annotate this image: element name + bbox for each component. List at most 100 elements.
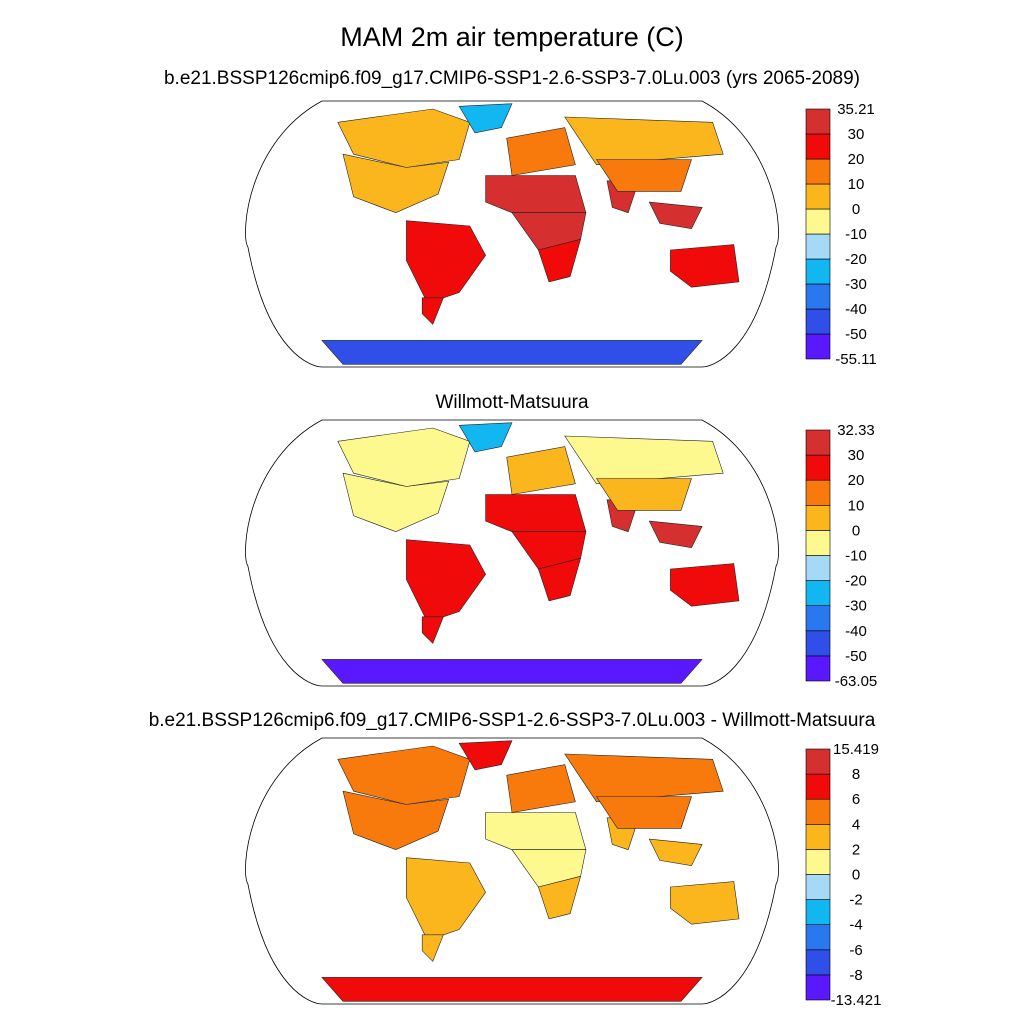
land-region-south-africa: [538, 557, 582, 602]
colorbar-tick-label: 8: [852, 766, 860, 783]
colorbar-tick-label: 4: [852, 816, 860, 833]
map-land: [321, 103, 740, 365]
colorbar-tick-label: -30: [845, 598, 867, 615]
map-land: [321, 740, 740, 1002]
land-region-china: [595, 478, 692, 511]
colorbar-swatch: [805, 208, 831, 235]
colorbar-tick-label: -20: [845, 573, 867, 590]
map-panel-2: [245, 419, 779, 687]
land-region-patagonia: [421, 297, 444, 325]
colorbar-tick-label: 2: [852, 841, 860, 858]
land-region-south-africa: [538, 238, 582, 283]
land-region-greenland: [458, 740, 513, 771]
land-region-china: [595, 796, 692, 829]
colorbar-tick-label: 35.21: [837, 101, 875, 118]
colorbar-swatch: [805, 924, 831, 951]
colorbar-tick-label: 0: [852, 201, 860, 218]
colorbar-tick-label: 30: [848, 126, 865, 143]
land-region-usa: [342, 472, 450, 533]
colorbar-tick-label: 30: [848, 447, 865, 464]
land-region-patagonia: [421, 934, 444, 962]
colorbar-swatch: [805, 773, 831, 800]
land-region-sahara: [485, 175, 587, 213]
colorbar-swatch: [805, 308, 831, 335]
land-region-amazon: [406, 539, 486, 623]
colorbar-swatch: [805, 429, 831, 456]
land-region-canada: [337, 427, 471, 487]
colorbar-tick-label: -4: [849, 917, 862, 934]
colorbar-tick-label: -55.11: [835, 351, 876, 368]
colorbar-tick-label: 10: [848, 497, 865, 514]
colorbar-tick-label: 15.419: [833, 741, 879, 758]
land-region-se-asia: [648, 520, 703, 549]
map-panel-3: [245, 737, 779, 1005]
colorbar-swatch: [805, 823, 831, 850]
colorbar-swatch: [805, 630, 831, 657]
colorbar-tick-label: 10: [848, 176, 865, 193]
land-region-europe: [506, 446, 576, 495]
land-region-australia: [670, 244, 740, 288]
colorbar-tick-label: 6: [852, 791, 860, 808]
colorbar-swatch: [805, 133, 831, 160]
land-region-siberia: [564, 753, 724, 803]
colorbar-swatch: [805, 233, 831, 260]
colorbar-tick-label: -40: [845, 623, 867, 640]
colorbar-swatch: [805, 849, 831, 875]
colorbar-swatch: [805, 530, 831, 556]
colorbar-tick-label: -13.421: [831, 992, 882, 1009]
land-region-se-asia: [648, 838, 703, 867]
colorbar-swatch: [805, 555, 831, 581]
colorbar-tick-label: -10: [845, 548, 867, 565]
colorbar-swatch: [805, 108, 831, 135]
colorbar-swatch: [805, 479, 831, 506]
colorbar-tick-label: -20: [845, 251, 867, 268]
land-region-se-asia: [648, 201, 703, 230]
land-region-antarctica: [321, 340, 703, 365]
colorbar-tick-label: 32.33: [837, 422, 875, 439]
land-region-greenland: [458, 422, 513, 453]
colorbar-tick-label: -30: [845, 276, 867, 293]
map-border: [245, 419, 779, 687]
land-region-antarctica: [321, 977, 703, 1002]
land-region-south-africa: [538, 875, 582, 920]
colorbar-swatch: [805, 158, 831, 185]
land-region-sahara: [485, 812, 587, 851]
land-region-greenland: [458, 103, 513, 134]
land-region-amazon: [406, 220, 486, 304]
colorbar-swatch: [805, 605, 831, 632]
colorbar-tick-label: -6: [849, 942, 862, 959]
colorbar-tick-label: 20: [848, 151, 865, 168]
land-region-sahara: [485, 494, 587, 533]
colorbar-swatch: [805, 798, 831, 825]
colorbar-swatch: [805, 748, 831, 775]
colorbar-swatch: [805, 333, 831, 360]
land-region-antarctica: [321, 659, 703, 684]
figure-title: MAM 2m air temperature (C): [340, 22, 684, 52]
land-region-canada: [337, 108, 471, 168]
map-land: [321, 422, 740, 684]
colorbar-tick-label: -63.05: [835, 673, 878, 690]
colorbar-swatch: [805, 899, 831, 925]
colorbar-tick-label: 20: [848, 472, 865, 489]
map-border: [245, 100, 779, 368]
colorbar-tick-label: -8: [849, 967, 862, 984]
land-region-usa: [342, 790, 450, 851]
colorbar-tick-label: -50: [845, 326, 867, 343]
colorbar-swatch: [805, 283, 831, 310]
colorbar-3: 15.419 8 6 4 2 0 -2 -4 -6 -8 -13.421: [805, 741, 882, 1009]
colorbar-swatch: [805, 874, 831, 900]
land-region-europe: [506, 127, 576, 176]
land-region-china: [595, 159, 692, 192]
colorbar-swatch: [805, 580, 831, 606]
map-panel-1: [245, 100, 779, 368]
colorbar-tick-label: -40: [845, 301, 867, 318]
panel-2-subtitle: Willmott-Matsuura: [435, 392, 589, 413]
land-region-australia: [670, 563, 740, 607]
colorbar-swatch: [805, 974, 831, 1001]
panel-1-subtitle: b.e21.BSSP126cmip6.f09_g17.CMIP6-SSP1-2.…: [163, 68, 861, 89]
land-region-usa: [342, 153, 450, 214]
land-region-amazon: [406, 857, 486, 941]
land-region-patagonia: [421, 616, 444, 644]
colorbar-tick-label: -50: [845, 648, 867, 665]
